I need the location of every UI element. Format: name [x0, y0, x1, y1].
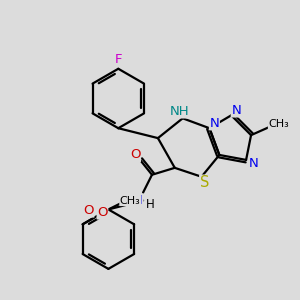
- Text: NH: NH: [170, 105, 190, 118]
- Text: CH₃: CH₃: [120, 196, 141, 206]
- Text: O: O: [83, 204, 94, 217]
- Text: O: O: [130, 148, 140, 161]
- Text: N: N: [133, 194, 143, 207]
- Text: F: F: [115, 53, 122, 66]
- Text: H: H: [146, 198, 154, 211]
- Text: CH₃: CH₃: [268, 119, 289, 129]
- Text: O: O: [97, 206, 108, 219]
- Text: N: N: [209, 117, 219, 130]
- Text: N: N: [231, 104, 241, 117]
- Text: S: S: [200, 175, 209, 190]
- Text: N: N: [249, 158, 259, 170]
